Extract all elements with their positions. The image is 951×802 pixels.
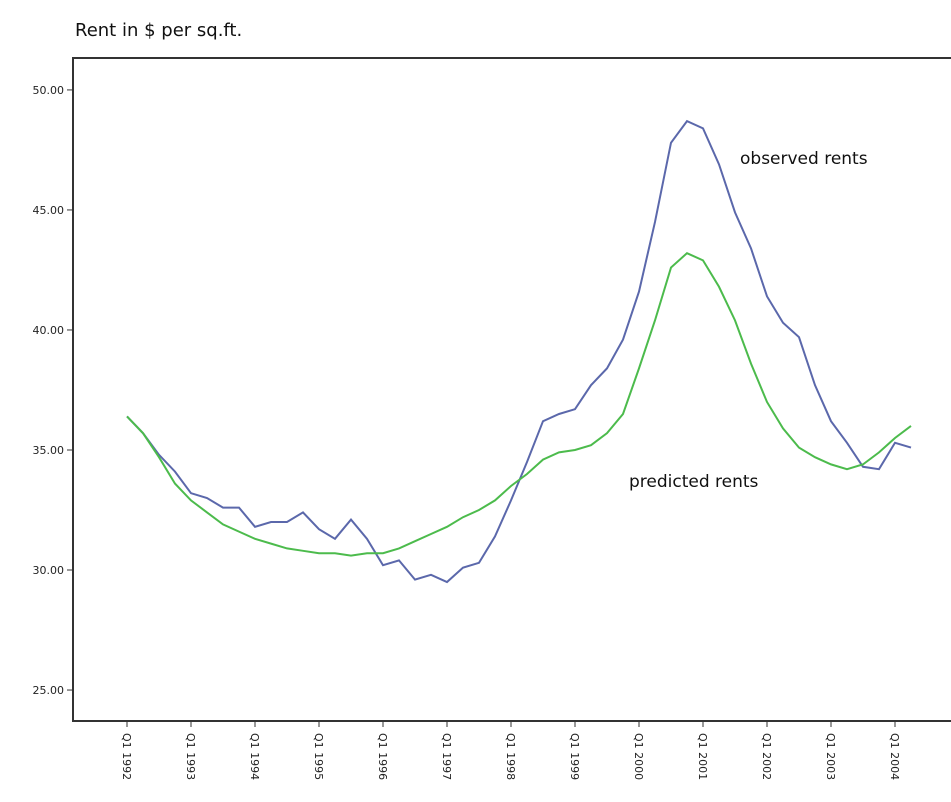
x-tick-label: Q1 2001 (696, 733, 709, 780)
x-tick-label: Q1 1999 (568, 733, 581, 780)
x-tick-label: Q1 2004 (888, 733, 901, 780)
series-annotation: observed rents (740, 149, 868, 169)
y-tick-label: 25.00 (33, 684, 65, 697)
x-tick-label: Q1 2000 (632, 733, 645, 780)
y-tick-label: 30.00 (33, 564, 65, 577)
x-tick-label: Q1 1997 (440, 733, 453, 780)
y-tick-label: 50.00 (33, 84, 65, 97)
x-tick-label: Q1 1995 (312, 733, 325, 780)
x-tick-label: Q1 1993 (184, 733, 197, 780)
series-annotation: predicted rents (629, 472, 759, 492)
series-line (126, 119, 912, 584)
plot-frame (72, 57, 951, 722)
series-line (126, 251, 912, 557)
x-tick-label: Q1 1992 (120, 733, 133, 780)
y-tick-label: 45.00 (33, 204, 65, 217)
x-tick-label: Q1 1994 (248, 733, 261, 780)
y-tick-label: 40.00 (33, 324, 65, 337)
x-tick-label: Q1 1996 (376, 733, 389, 780)
x-tick-label: Q1 1998 (504, 733, 517, 780)
chart-title: Rent in $ per sq.ft. (75, 20, 242, 41)
y-tick-label: 35.00 (33, 444, 65, 457)
x-tick-label: Q1 2002 (760, 733, 773, 780)
x-tick-label: Q1 2003 (824, 733, 837, 780)
